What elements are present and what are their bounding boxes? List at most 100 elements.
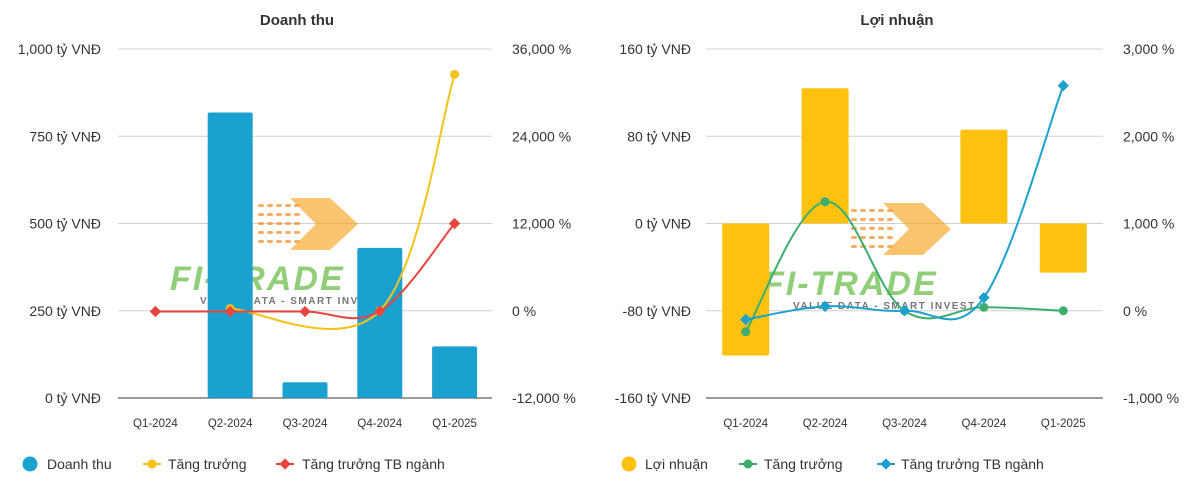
logo-arrow-shape — [883, 203, 951, 255]
x-tick-label: Q2-2024 — [803, 418, 848, 430]
logo-stripe — [285, 240, 291, 243]
logo-stripe — [285, 222, 291, 225]
logo-stripe — [887, 218, 893, 221]
data-point[interactable] — [979, 302, 989, 312]
data-point[interactable] — [820, 197, 830, 207]
logo-stripe — [851, 209, 857, 212]
y-right-tick-label: 0 % — [1123, 303, 1147, 319]
x-tick-label: Q3-2024 — [882, 418, 927, 430]
bar[interactable] — [801, 88, 849, 224]
logo-stripe — [887, 209, 893, 212]
logo-stripe — [878, 218, 884, 221]
bar[interactable] — [282, 382, 328, 398]
y-right-tick-label: 12,000 % — [512, 216, 571, 232]
logo-stripe — [276, 240, 282, 243]
x-tick-label: Q1-2024 — [133, 418, 178, 430]
logo-stripe — [258, 222, 264, 225]
logo-stripe — [258, 213, 264, 216]
logo-stripe — [878, 209, 884, 212]
logo-stripe — [276, 213, 282, 216]
chart-title: Doanh thu — [260, 12, 334, 29]
legend-marker[interactable] — [279, 458, 291, 470]
y-right-tick-label: 1,000 % — [1123, 216, 1174, 232]
bar[interactable] — [960, 129, 1008, 224]
logo-stripe — [878, 227, 884, 230]
x-tick-label: Q1-2025 — [1041, 418, 1086, 430]
watermark-tagline: VALUE DATA - SMART INVEST — [200, 296, 383, 307]
logo-stripe — [276, 231, 282, 234]
y-left-tick-label: 250 tỷ VNĐ — [29, 303, 101, 319]
logo-stripe — [869, 218, 875, 221]
legend-label[interactable]: Doanh thu — [47, 456, 112, 472]
legend-marker[interactable] — [147, 459, 157, 469]
y-left-tick-label: 80 tỷ VNĐ — [627, 128, 691, 144]
y-right-tick-label: 36,000 % — [512, 41, 571, 57]
data-point[interactable] — [374, 305, 386, 317]
logo-stripe — [285, 204, 291, 207]
legend-label[interactable]: Tăng trưởng — [764, 456, 842, 472]
data-point[interactable] — [450, 69, 460, 79]
y-right-tick-label: -12,000 % — [512, 390, 576, 406]
data-point[interactable] — [448, 217, 461, 230]
logo-stripe — [267, 222, 273, 225]
bar[interactable] — [1039, 223, 1087, 273]
legend-label[interactable]: Tăng trưởng TB ngành — [901, 456, 1044, 472]
logo-stripe — [887, 236, 893, 239]
legend-marker[interactable] — [22, 456, 38, 472]
data-point[interactable] — [898, 305, 911, 317]
bar[interactable] — [722, 223, 770, 356]
chart-title: Lợi nhuận — [860, 12, 933, 29]
logo-arrow-shape — [290, 198, 358, 250]
watermark-brand: FI-TRADE — [763, 265, 938, 303]
logo-stripe — [267, 231, 273, 234]
series-line — [745, 85, 1065, 321]
legend-label[interactable]: Tăng trưởng — [168, 456, 246, 472]
logo-stripe — [860, 236, 866, 239]
x-tick-label: Q4-2024 — [357, 418, 402, 430]
y-left-tick-label: 750 tỷ VNĐ — [29, 128, 101, 144]
data-point[interactable] — [978, 292, 990, 304]
logo-stripe — [267, 213, 273, 216]
logo-stripe — [851, 236, 857, 239]
logo-stripe — [294, 213, 300, 216]
watermark-tagline: VALUE DATA - SMART INVEST — [793, 301, 976, 312]
data-point[interactable] — [1057, 79, 1069, 92]
logo-stripe — [878, 236, 884, 239]
data-point[interactable] — [149, 305, 162, 318]
logo-stripe — [285, 213, 291, 216]
series-line — [744, 200, 1064, 333]
logo-stripe — [276, 204, 282, 207]
data-point[interactable] — [299, 305, 311, 318]
logo-stripe — [869, 227, 875, 230]
logo-stripe — [851, 245, 857, 248]
logo-stripe — [294, 231, 300, 234]
legend-label[interactable]: Tăng trưởng TB ngành — [302, 456, 445, 472]
profit-chart: Lợi nhuận -160 tỷ VNĐ -80 tỷ VNĐ 0 tỷ VNĐ 80… — [615, 12, 1179, 472]
logo-stripe — [258, 231, 264, 234]
series-line — [230, 74, 456, 330]
data-point[interactable] — [819, 300, 831, 313]
bar[interactable] — [357, 247, 403, 398]
revenue-chart-panel: Doanh thu 0 tỷ VNĐ 250 tỷ VNĐ 500 tỷ VNĐ 750… — [0, 0, 598, 495]
logo-stripe — [860, 209, 866, 212]
y-right-tick-label: 3,000 % — [1123, 41, 1174, 57]
y-left-tick-label: -80 tỷ VNĐ — [623, 303, 691, 319]
x-tick-label: Q2-2024 — [208, 418, 253, 430]
x-tick-label: Q1-2024 — [723, 418, 768, 430]
data-point[interactable] — [1058, 306, 1068, 316]
x-tick-label: Q3-2024 — [283, 418, 328, 430]
logo-stripe — [851, 218, 857, 221]
legend-marker[interactable] — [743, 459, 753, 469]
logo-stripe — [860, 218, 866, 221]
data-point[interactable] — [741, 327, 751, 337]
logo-stripe — [869, 245, 875, 248]
data-point[interactable] — [224, 305, 236, 318]
legend-marker[interactable] — [621, 456, 637, 472]
legend-label[interactable]: Lợi nhuận — [645, 456, 708, 472]
bar[interactable] — [432, 346, 478, 398]
x-tick-label: Q1-2025 — [432, 418, 477, 430]
bar[interactable] — [207, 112, 253, 398]
legend-marker[interactable] — [880, 458, 892, 470]
